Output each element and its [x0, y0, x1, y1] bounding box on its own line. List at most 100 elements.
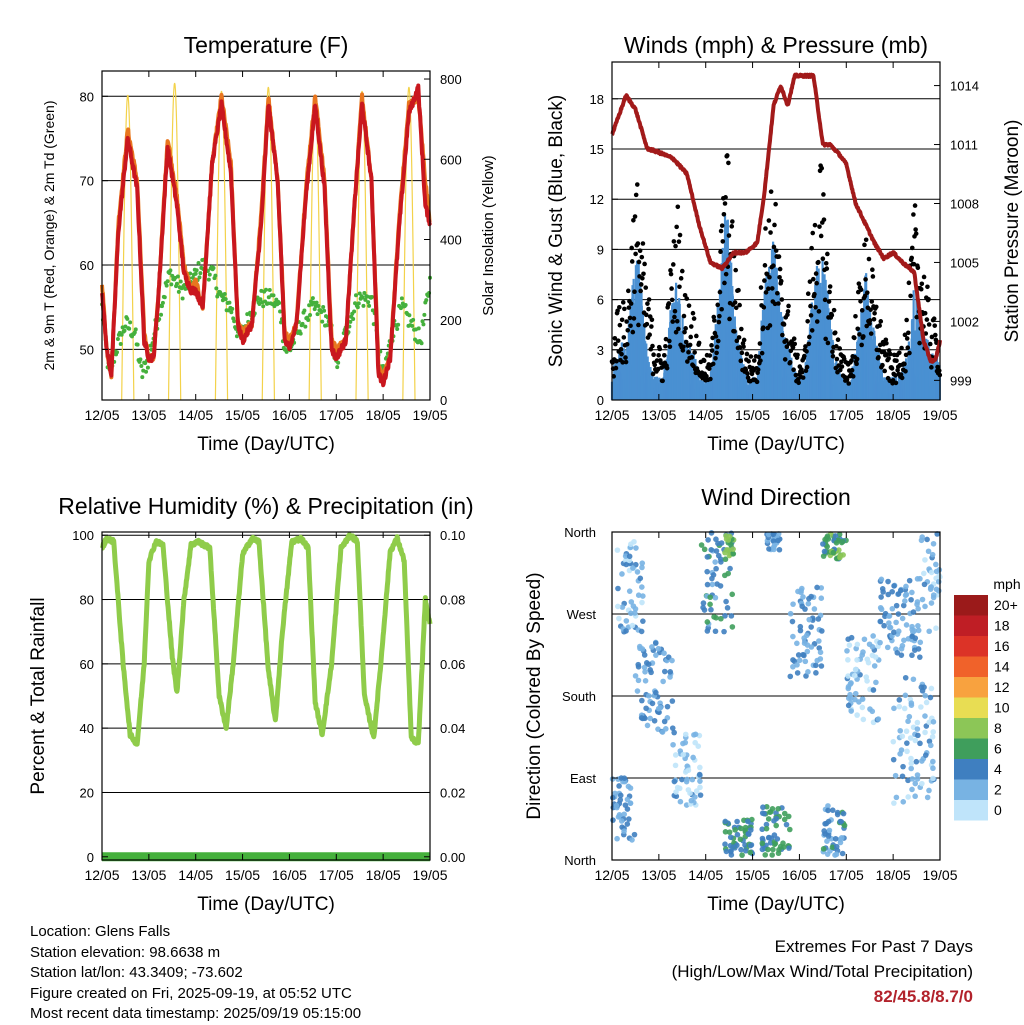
wind-gust-point [668, 268, 673, 273]
wind-gust-point [719, 223, 725, 228]
wind-gust-point [681, 313, 687, 319]
wind-direction-point [860, 649, 866, 655]
wind-gust-point [692, 350, 697, 355]
wind-gust-point [763, 290, 769, 295]
wind-gust-point [645, 301, 650, 306]
wind-direction-point [629, 622, 636, 629]
wind-gust-point [749, 371, 755, 377]
winds-ytick-label: 0 [597, 393, 604, 408]
temperature-ytick-label: 80 [80, 89, 94, 104]
winds-ylabel-right: Station Pressure (Maroon) [1002, 120, 1023, 343]
dewpoint-point [315, 312, 320, 317]
wind-gust-point [907, 350, 912, 356]
wind-direction-point [653, 652, 659, 658]
wind-gust-point [773, 201, 778, 207]
wind-direction-point [670, 741, 676, 748]
wind-direction-point [693, 788, 700, 794]
wind-direction-point [824, 533, 831, 540]
winds-ytick-right-label: 1011 [950, 138, 978, 153]
wind-direction-point [861, 636, 868, 643]
wind-direction-point [776, 546, 783, 553]
wind-direction-point [669, 725, 676, 731]
wind-gust-point [619, 351, 624, 357]
temperature-xlabel: Time (Day/UTC) [197, 434, 335, 455]
wind-gust-point [736, 335, 742, 340]
wind-direction-point [765, 846, 771, 853]
humidity-ytick-label: 80 [80, 593, 94, 608]
wind-direction-point [722, 841, 728, 848]
wind-direction-point [692, 739, 698, 746]
wind-direction-point [926, 787, 932, 794]
wind-gust-point [701, 358, 707, 364]
wind-gust-point [768, 230, 773, 235]
dewpoint-point [267, 287, 272, 292]
wind-direction-point [626, 557, 633, 564]
wind-gust-point [621, 335, 627, 340]
wind-direction-point [697, 792, 704, 798]
wind-direction-point [878, 576, 885, 583]
wind-direction-point [859, 696, 866, 702]
wind-direction-point [890, 756, 897, 763]
wind-direction-point [801, 635, 807, 641]
wind-gust-point [936, 368, 942, 373]
wind-gust-point [804, 364, 810, 370]
dewpoint-point [232, 319, 237, 324]
winds-ytick-right-label: 1014 [950, 79, 979, 94]
wind-gust-point [760, 325, 766, 330]
speed-legend-swatch [954, 697, 988, 718]
wind-direction-point [869, 708, 876, 715]
created-text: Figure created on Fri, 2025-09-19, at 05… [30, 984, 352, 1002]
wind-direction-point [661, 650, 667, 657]
wind-gust-point [812, 222, 818, 228]
wind-direction-point [679, 776, 685, 783]
wind-direction-point [838, 819, 845, 825]
wind_direction-ytick-label: West [567, 607, 597, 622]
wind-direction-point [700, 604, 706, 611]
wind-direction-point [838, 834, 845, 841]
wind-gust-point [664, 365, 670, 371]
wind-gust-point [723, 195, 728, 200]
wind-direction-point [640, 593, 646, 599]
wind-direction-point [690, 754, 696, 761]
wind-gust-point [909, 245, 915, 251]
wind-gust-point [933, 332, 938, 338]
speed-legend-label: 18 [994, 618, 1010, 634]
wind-gust-point [761, 305, 767, 310]
wind-gust-point [816, 309, 822, 314]
speed-legend-swatch [954, 759, 988, 780]
wind-direction-point [674, 784, 681, 791]
wind-gust-point [674, 224, 679, 230]
wind-gust-point [625, 327, 631, 333]
wind-direction-point [870, 687, 877, 693]
wind-direction-point [922, 603, 928, 610]
wind-direction-point [762, 852, 769, 858]
wind-gust-point [883, 337, 889, 343]
wind-direction-point [816, 638, 822, 644]
wind-direction-point [794, 662, 800, 668]
humidity-title: Relative Humidity (%) & Precipitation (i… [58, 493, 473, 519]
wind-direction-point [615, 603, 621, 610]
wind-direction-point [624, 821, 631, 827]
temperature-frame [101, 70, 431, 401]
dewpoint-point [355, 305, 360, 310]
wind-direction-point [890, 738, 897, 745]
wind-direction-point [786, 845, 792, 851]
wind-gust-point [776, 254, 782, 259]
wind-direction-point [803, 673, 809, 679]
wind-gust-point [726, 233, 732, 238]
wind-direction-point [824, 838, 830, 844]
wind-direction-point [927, 694, 934, 701]
dewpoint-point [138, 357, 143, 362]
wind-direction-point [900, 602, 907, 609]
dewpoint-point [420, 319, 425, 324]
wind-direction-point [905, 777, 911, 784]
dewpoint-point [362, 291, 367, 296]
wind-gust-point [809, 245, 814, 251]
wind-direction-point [930, 729, 937, 735]
humidity-ytick-label: 40 [80, 721, 94, 736]
dewpoint-point [360, 295, 365, 300]
dewpoint-point [310, 296, 315, 301]
wind-gust-point [679, 268, 685, 274]
wind-direction-point [727, 834, 734, 841]
wind-direction-point [832, 533, 839, 539]
